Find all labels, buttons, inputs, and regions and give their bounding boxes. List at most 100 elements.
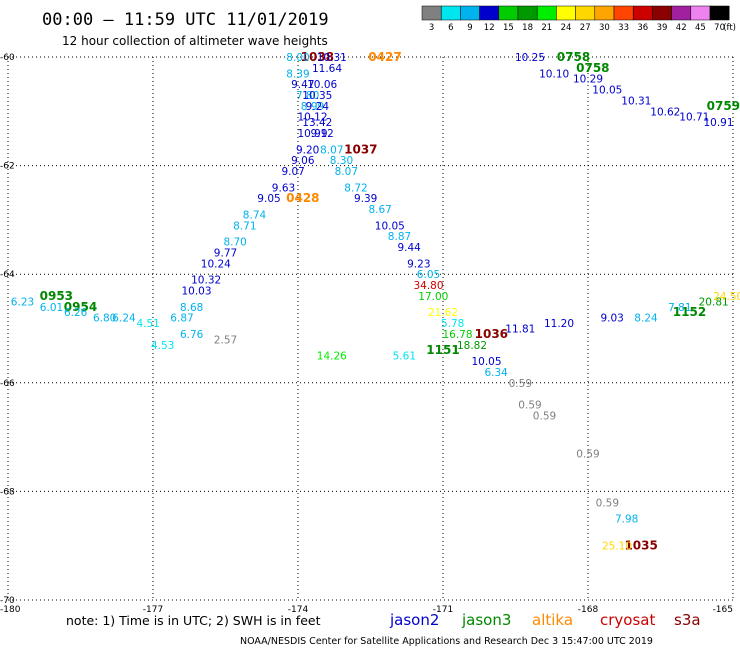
x-tick-label: -171 — [433, 605, 453, 615]
x-tick-label: -180 — [0, 605, 21, 615]
legend-swatch — [460, 5, 480, 21]
wave-height-label: 10.91 — [703, 117, 733, 129]
legend-swatch — [556, 5, 576, 21]
wave-height-label: 9.24 — [306, 101, 330, 113]
satellite-name-s3a: s3a — [674, 611, 701, 629]
legend-swatch — [479, 5, 500, 21]
satellite-name-jason3: jason3 — [461, 611, 511, 629]
wave-height-label: 10.24 — [201, 258, 231, 270]
satellite-name-altika: altika — [532, 611, 573, 629]
wave-height-label: 10.29 — [573, 74, 603, 86]
wave-height-label: 6.87 — [170, 313, 193, 325]
wave-height-label: 4.53 — [151, 340, 174, 352]
wave-height-label: 10.62 — [650, 106, 680, 118]
pass-time-label: 1152 — [673, 305, 706, 319]
legend-bin-label: 6 — [448, 23, 453, 33]
wave-height-label: 0.59 — [509, 378, 532, 390]
wave-height-label: 9.20 — [296, 144, 319, 156]
x-tick-label: -174 — [288, 605, 309, 615]
legend-bin-label: 3 — [429, 23, 434, 33]
wave-height-label: 25.10 — [602, 541, 632, 553]
pass-time-label: 1035 — [624, 539, 657, 553]
wave-height-label: 5.61 — [393, 351, 416, 363]
satellite-legend: jason2 jason3 altika cryosat s3a — [389, 611, 701, 629]
wave-height-labels: 8.008.399.477.808.9910.1210.999.209.069.… — [11, 52, 740, 553]
wave-height-label: 6.34 — [484, 367, 508, 379]
y-tick-label: -64 — [0, 270, 15, 280]
wave-height-label: 24.50 — [713, 291, 740, 303]
wave-height-label: 16.78 — [442, 329, 472, 341]
wave-height-label: 9.23 — [407, 258, 430, 270]
legend-bin-label: 12 — [484, 23, 495, 33]
wave-height-label: 9.12 — [310, 128, 333, 140]
legend-swatch — [613, 5, 634, 21]
pass-time-label: 1036 — [475, 327, 508, 341]
legend-bin-label: 39 — [657, 23, 668, 33]
legend-swatch — [632, 5, 653, 21]
pass-time-label: 0953 — [40, 289, 73, 303]
legend-bin-label: 27 — [580, 23, 591, 33]
wave-height-label: 0.59 — [518, 400, 541, 412]
wave-height-label: 10.12 — [297, 112, 327, 124]
axis-tick-labels: -180 -177 -174 -171 -168 -165 -60 -62 -64 -66 -68 -… — [0, 53, 733, 615]
legend-bin-label: 42 — [676, 23, 687, 33]
wave-height-label: 21.62 — [428, 307, 458, 319]
legend-swatch — [594, 5, 615, 21]
wave-height-label: 8.71 — [233, 220, 256, 232]
color-legend: 3 6 9 12 15 18 21 24 27 30 33 36 39 42 45 70(ft) — [421, 5, 736, 33]
wave-height-label: 2.57 — [214, 334, 237, 346]
wave-height-label: 9.05 — [257, 193, 280, 205]
footnote: note: 1) Time is in UTC; 2) SWH is in fe… — [66, 613, 321, 628]
x-tick-label: -177 — [143, 605, 163, 615]
wave-height-label: 6.23 — [11, 296, 34, 308]
legend-bin-label: 45 — [695, 23, 706, 33]
wave-height-label: 8.72 — [344, 182, 367, 194]
legend-bin-label: 36 — [637, 23, 648, 33]
legend-bin-label: 15 — [503, 23, 514, 33]
wave-height-label: 8.87 — [388, 231, 411, 243]
wave-height-label: 8.07 — [320, 144, 343, 156]
plot-area — [7, 56, 734, 601]
pass-time-label: 0758 — [576, 61, 609, 75]
x-tick-label: -168 — [578, 605, 599, 615]
wave-height-label: 9.44 — [397, 242, 421, 254]
wave-height-label: 9.77 — [214, 247, 237, 259]
chart-subtitle: 12 hour collection of altimeter wave hei… — [62, 34, 328, 48]
credit-line: NOAA/NESDIS Center for Satellite Applica… — [240, 636, 653, 647]
pass-time-label: 1151 — [426, 343, 459, 357]
wave-height-label: 10.99 — [297, 128, 327, 140]
wave-height-label: 34.80 — [413, 280, 443, 292]
wave-height-label: 6.76 — [180, 329, 204, 341]
wave-height-label: 7.81 — [668, 302, 691, 314]
wave-height-label: 10.05 — [375, 220, 405, 232]
legend-swatch — [575, 5, 596, 21]
legend-swatch — [517, 5, 538, 21]
y-tick-label: -68 — [0, 487, 15, 497]
wave-height-label: 5.78 — [441, 318, 464, 330]
wave-height-label: 11.81 — [505, 324, 535, 336]
wave-height-label: 9.06 — [291, 155, 315, 167]
wave-height-label: 6.24 — [112, 313, 136, 325]
legend-bin-label: 24 — [561, 23, 572, 33]
wave-height-label: 8.67 — [368, 204, 391, 216]
x-tick-label: -165 — [713, 605, 733, 615]
pass-time-label: 1038 — [301, 50, 334, 64]
y-tick-label: -60 — [0, 53, 15, 63]
wave-height-label: 18.82 — [457, 340, 487, 352]
wave-height-label: 11.64 — [312, 63, 342, 75]
wave-height-label: 7.80 — [296, 90, 319, 102]
legend-unit: (ft) — [723, 23, 736, 33]
legend-swatch — [671, 5, 692, 21]
legend-bin-label: 30 — [599, 23, 610, 33]
wave-height-label: 4.51 — [136, 318, 159, 330]
wave-height-label: 9.47 — [291, 79, 314, 91]
legend-swatch — [440, 5, 461, 21]
satellite-name-jason2: jason2 — [389, 611, 439, 629]
wave-height-label: 9.63 — [272, 182, 295, 194]
legend-bin-label: 21 — [541, 23, 552, 33]
wave-height-label: 0.59 — [596, 497, 619, 509]
pass-time-label: 0954 — [64, 300, 97, 314]
y-tick-label: -66 — [0, 379, 15, 389]
wave-height-label: 10.06 — [307, 79, 337, 91]
